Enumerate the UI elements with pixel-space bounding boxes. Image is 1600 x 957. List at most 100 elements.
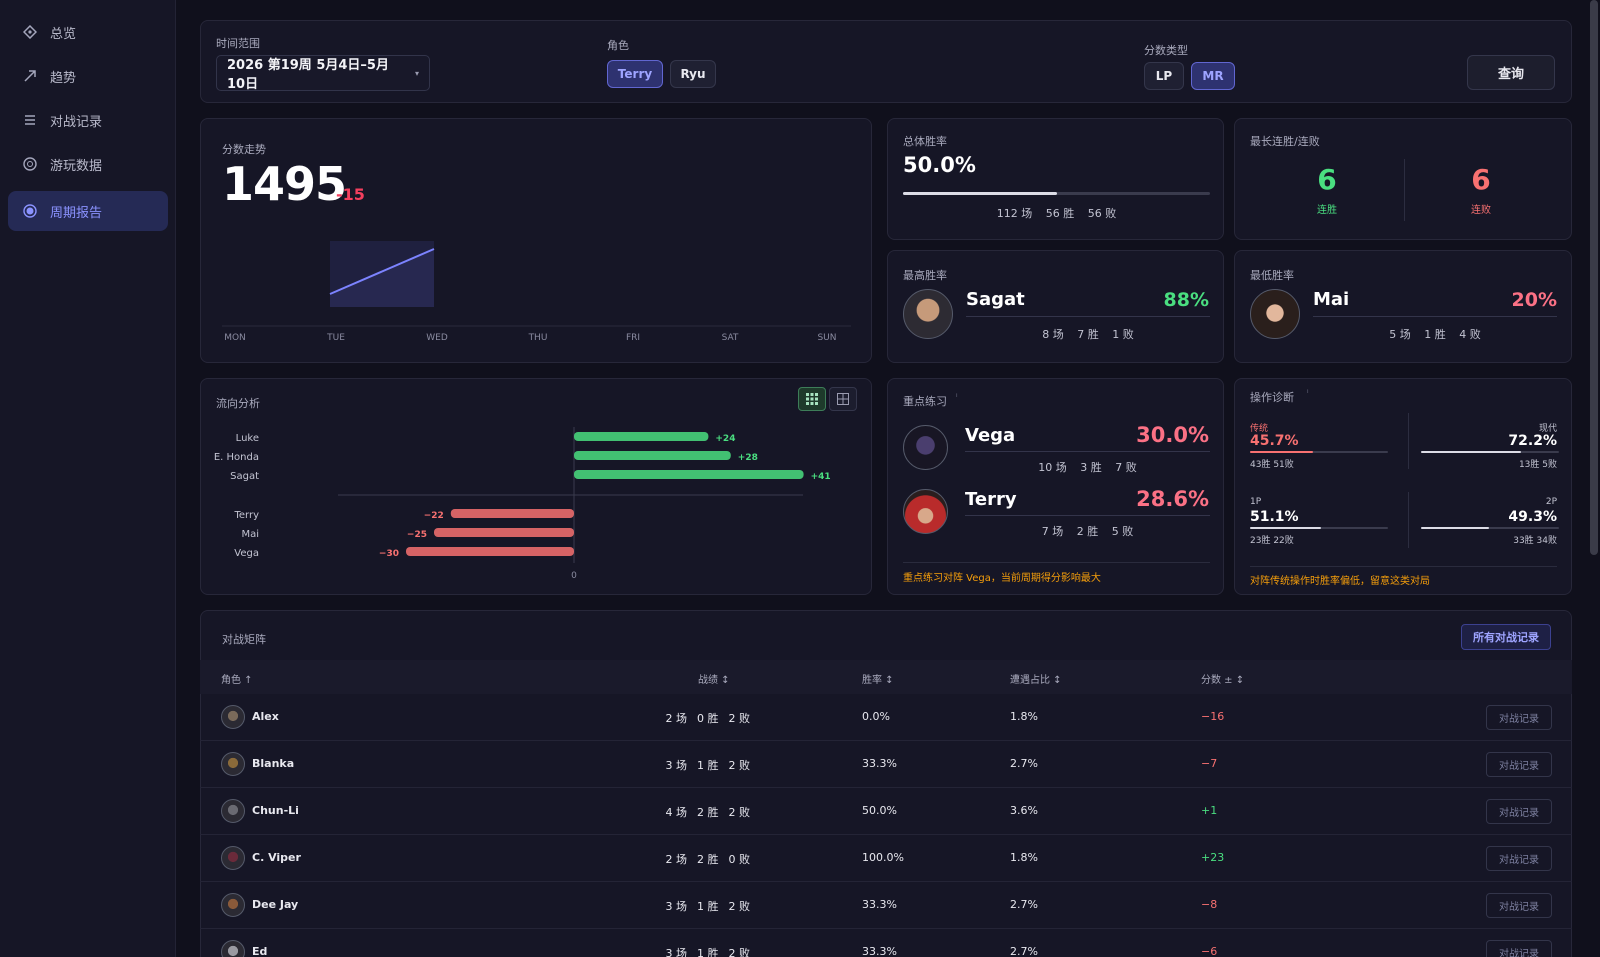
diag-modern-label: 现代 xyxy=(1538,424,1557,434)
record-cell: 3 场 1 胜 2 败 xyxy=(600,945,751,957)
day-label: MON xyxy=(224,333,246,343)
row-record-button[interactable]: 对战记录 xyxy=(1486,846,1552,871)
role-button-ryu[interactable]: Ryu xyxy=(670,60,716,88)
flow-bar-positive xyxy=(574,432,709,441)
practice-note-divider xyxy=(903,562,1210,563)
record-cell: 4 场 2 胜 2 败 xyxy=(600,804,751,820)
overall-wins: 56 胜 xyxy=(1045,207,1075,220)
worst-divider xyxy=(1313,316,1557,317)
character-avatar xyxy=(221,893,245,917)
row-wins: 2 胜 xyxy=(697,806,719,819)
practice-panel: 重点练习 ⁱ Vega 30.0% 10 场 3 胜 7 败 Terry 28.… xyxy=(887,378,1224,595)
share-cell: 2.7% xyxy=(1010,945,1038,957)
worst-losses: 4 败 xyxy=(1459,328,1481,341)
worst-stats: 5 场 1 胜 4 败 xyxy=(1313,326,1557,342)
best-stats: 8 场 7 胜 1 败 xyxy=(966,326,1210,342)
practice-stats-0: 10 场 3 胜 7 败 xyxy=(965,459,1210,475)
sidebar-item-playdata[interactable]: 游玩数据 xyxy=(8,144,168,184)
character-name: Ed xyxy=(252,945,268,957)
row-record-button[interactable]: 对战记录 xyxy=(1486,799,1552,824)
flow-title: 流向分析 xyxy=(216,397,260,410)
overall-losses: 56 败 xyxy=(1087,207,1117,220)
row-record-button[interactable]: 对战记录 xyxy=(1486,893,1552,918)
diag-divider-bottom xyxy=(1408,492,1409,548)
practice-name-1: Terry xyxy=(965,489,1017,510)
score-delta-cell: −8 xyxy=(1201,898,1218,911)
score-trend-title: 分数走势 xyxy=(222,143,266,156)
col-rate[interactable]: 胜率 ↕ xyxy=(862,675,894,686)
worst-name: Mai xyxy=(1313,289,1350,310)
row-games: 3 场 xyxy=(665,947,688,957)
time-range-select[interactable]: 2026 第19周 5月4日–5月10日 ▾ xyxy=(216,55,430,92)
scrollbar[interactable] xyxy=(1590,0,1598,555)
sidebar-item-label: 周期报告 xyxy=(50,205,103,221)
row-wins: 1 胜 xyxy=(697,900,719,913)
streak-panel: 最长连胜/连败 6 连胜 6 连败 xyxy=(1234,118,1572,240)
sidebar: 总览 趋势 对战记录 游玩数据 周期报告 xyxy=(0,0,176,957)
diag-1p-sub: 23胜 22败 xyxy=(1250,536,1294,546)
row-record-button[interactable]: 对战记录 xyxy=(1486,752,1552,777)
diag-1p-label: 1P xyxy=(1250,497,1262,507)
diag-2p-value: 49.3% xyxy=(1508,509,1557,525)
list-icon xyxy=(22,112,38,128)
view-table-button[interactable] xyxy=(829,387,857,411)
share-cell: 1.8% xyxy=(1010,851,1038,864)
diag-2p-fill xyxy=(1421,527,1490,529)
worst-title: 最低胜率 xyxy=(1250,269,1294,282)
diag-modern-sub: 13胜 5败 xyxy=(1518,460,1557,470)
diag-note-divider xyxy=(1250,566,1557,567)
practice-stats-1: 7 场 2 胜 5 败 xyxy=(965,523,1210,539)
col-score[interactable]: 分数 ± ↕ xyxy=(1201,675,1245,686)
diag-2p-bar xyxy=(1421,527,1559,529)
row-record-button[interactable]: 对战记录 xyxy=(1486,705,1552,730)
best-losses: 1 败 xyxy=(1112,328,1134,341)
day-label: TUE xyxy=(327,333,345,343)
sidebar-item-records[interactable]: 对战记录 xyxy=(8,100,168,140)
sidebar-item-report[interactable]: 周期报告 xyxy=(8,191,168,231)
row-games: 4 场 xyxy=(665,806,688,819)
row-record-button[interactable]: 对战记录 xyxy=(1486,940,1552,957)
score-delta-cell: −6 xyxy=(1201,945,1218,957)
row-losses: 2 败 xyxy=(728,900,751,913)
best-games: 8 场 xyxy=(1042,328,1064,341)
diag-note: 对阵传统操作时胜率偏低，留意这类对局 xyxy=(1250,576,1430,587)
col-record[interactable]: 战绩 ↕ xyxy=(698,675,730,686)
sidebar-item-trend[interactable]: 趋势 xyxy=(8,56,168,96)
character-name: Blanka xyxy=(252,757,295,770)
sidebar-item-overview[interactable]: 总览 xyxy=(8,12,168,52)
flow-value-label: +41 xyxy=(811,472,831,482)
chevron-down-icon: ▾ xyxy=(414,68,419,78)
view-grid-button[interactable] xyxy=(798,387,826,411)
character-avatar xyxy=(221,846,245,870)
practice-title: 重点练习 xyxy=(903,395,947,408)
overall-stats: 112 场 56 胜 56 败 xyxy=(888,205,1225,221)
role-button-terry[interactable]: Terry xyxy=(607,60,663,88)
table-icon xyxy=(837,390,849,409)
best-winrate-panel: 最高胜率 Sagat 88% 8 场 7 胜 1 败 xyxy=(887,250,1224,363)
col-role[interactable]: 角色 ↑ xyxy=(221,675,253,686)
flow-category-label: Sagat xyxy=(230,471,259,482)
practice-divider-1 xyxy=(965,515,1210,516)
score-type-mr[interactable]: MR xyxy=(1191,62,1235,90)
record-cell: 2 场 2 胜 0 败 xyxy=(600,851,751,867)
all-records-button[interactable]: 所有对战记录 xyxy=(1461,624,1551,650)
diag-divider-top xyxy=(1408,413,1409,469)
row-losses: 2 败 xyxy=(728,712,751,725)
record-cell: 2 场 0 胜 2 败 xyxy=(600,710,751,726)
loss-streak-label: 连败 xyxy=(1471,205,1491,216)
col-share[interactable]: 遭遇占比 ↕ xyxy=(1010,675,1062,686)
practice-note: 重点练习对阵 Vega，当前周期得分影响最大 xyxy=(903,573,1101,584)
sagat-avatar xyxy=(903,289,953,339)
info-icon[interactable]: ⁱ xyxy=(956,393,958,403)
day-label: SAT xyxy=(721,333,739,343)
table-row: Blanka 3 场 1 胜 2 败 33.3% 2.7% −7 对战记录 xyxy=(200,741,1572,788)
query-button[interactable]: 查询 xyxy=(1467,55,1555,90)
score-delta-cell: −7 xyxy=(1201,757,1218,770)
overall-progress-fill xyxy=(903,192,1057,195)
info-icon[interactable]: ⁱ xyxy=(1307,389,1309,399)
row-wins: 1 胜 xyxy=(697,759,719,772)
time-range-label: 时间范围 xyxy=(216,37,260,50)
best-wins: 7 胜 xyxy=(1077,328,1099,341)
score-type-lp[interactable]: LP xyxy=(1144,62,1184,90)
row-losses: 2 败 xyxy=(728,806,751,819)
